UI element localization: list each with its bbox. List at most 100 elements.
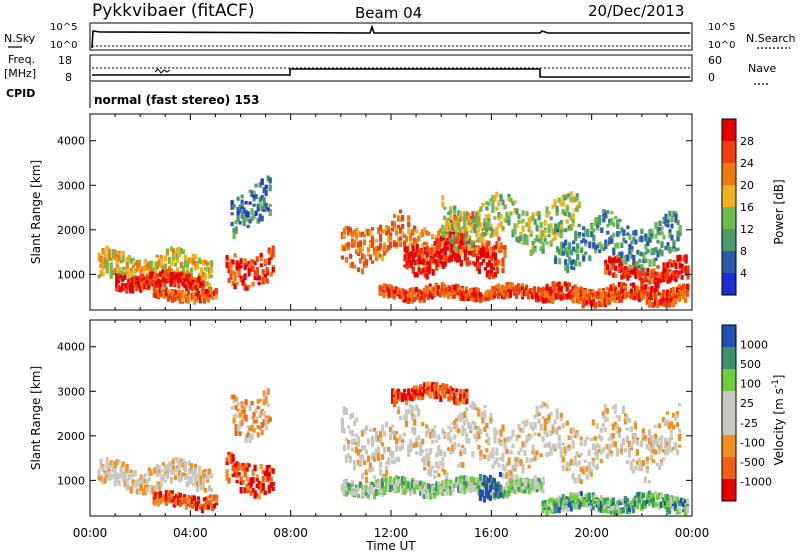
velocity-cell: [665, 411, 670, 415]
velocity-cell: [623, 413, 627, 417]
velocity-cell: [184, 504, 188, 510]
power-cell: [455, 215, 459, 222]
velocity-cell: [461, 425, 465, 432]
velocity-cell: [591, 437, 595, 441]
power-cell: [646, 272, 650, 276]
velocity-cell: [397, 388, 401, 394]
power-cell: [565, 205, 569, 213]
velocity-cell: [358, 459, 363, 466]
power-cell: [149, 260, 153, 266]
velocity-cell: [613, 409, 617, 414]
power-cell: [101, 247, 105, 255]
power-cell: [388, 291, 392, 298]
velocity-cell: [609, 453, 613, 457]
velocity-cell: [125, 478, 129, 482]
colorbar-swatch: [722, 141, 736, 164]
power-cell: [623, 295, 627, 300]
power-cell: [622, 259, 626, 264]
power-cell: [537, 214, 541, 221]
velocity-cell: [543, 418, 547, 425]
velocity-cell: [379, 468, 383, 476]
power-cell: [411, 245, 415, 252]
power-cell: [501, 245, 505, 249]
power-cell: [262, 209, 266, 212]
power-cell: [469, 219, 473, 224]
velocity-cell: [429, 448, 433, 454]
velocity-cell: [419, 395, 423, 401]
power-cell: [397, 236, 401, 243]
power-cell: [362, 260, 367, 267]
power-cell: [463, 256, 467, 261]
power-cell: [266, 177, 270, 181]
power-cell: [513, 229, 517, 236]
velocity-cell: [184, 497, 188, 503]
velocity-cell: [621, 506, 625, 514]
power-cell: [417, 259, 421, 265]
power-cell: [566, 263, 570, 268]
power-cell: [374, 254, 379, 261]
velocity-cell: [393, 435, 397, 440]
power-cell: [458, 295, 462, 301]
velocity-cell: [667, 437, 672, 442]
power-cell: [267, 247, 271, 253]
power-cell: [252, 190, 256, 196]
power-cell: [626, 254, 630, 262]
velocity-cell: [665, 419, 670, 427]
velocity-cell: [609, 508, 613, 515]
power-cell: [180, 289, 184, 294]
velocity-cell: [212, 503, 217, 509]
power-cell: [159, 262, 163, 269]
velocity-cell: [107, 468, 111, 474]
velocity-cell: [139, 484, 143, 491]
power-cell: [231, 259, 235, 265]
power-cell: [608, 257, 612, 264]
velocity-cell: [415, 479, 419, 485]
velocity-cell: [553, 419, 557, 424]
velocity-cell: [385, 485, 389, 492]
power-cell: [557, 281, 561, 287]
power-cell: [185, 268, 189, 273]
power-cell: [449, 251, 453, 257]
power-cell: [423, 271, 427, 276]
velocity-cell: [519, 483, 523, 488]
velocity-cell: [455, 480, 459, 485]
power-cell: [519, 236, 523, 242]
velocity-cell: [577, 474, 581, 479]
power-cell: [264, 189, 268, 196]
power-cell: [477, 256, 481, 260]
velocity-cell: [661, 449, 666, 453]
velocity-cell: [488, 475, 492, 482]
velocity-cell: [443, 451, 447, 457]
power-cell: [483, 253, 487, 258]
velocity-cell: [379, 479, 383, 487]
power-cell: [257, 281, 261, 286]
power-cell: [650, 228, 654, 234]
power-cell: [568, 256, 572, 262]
velocity-cell: [641, 434, 645, 441]
power-cell: [422, 292, 426, 298]
velocity-cell: [185, 481, 189, 488]
power-cell: [493, 230, 497, 236]
power-cell: [164, 290, 168, 297]
power-cell: [358, 240, 363, 248]
velocity-cell: [169, 480, 173, 484]
velocity-cell: [240, 409, 244, 415]
power-cell: [664, 213, 668, 220]
power-cell: [133, 262, 137, 266]
velocity-cell: [533, 414, 537, 419]
velocity-cell: [381, 454, 385, 460]
power-cell: [620, 227, 624, 233]
velocity-cell: [521, 441, 525, 448]
power-cell: [346, 226, 351, 231]
velocity-cell: [591, 496, 595, 503]
velocity-cell: [479, 478, 483, 485]
velocity-cell: [439, 386, 443, 391]
velocity-cell: [372, 456, 377, 462]
velocity-cell: [344, 479, 348, 487]
power-cell: [166, 290, 170, 294]
velocity-cell: [162, 496, 166, 502]
power-cell: [501, 268, 505, 274]
power-cell: [609, 284, 613, 291]
power-cell: [468, 294, 472, 299]
power-cell: [458, 289, 462, 296]
